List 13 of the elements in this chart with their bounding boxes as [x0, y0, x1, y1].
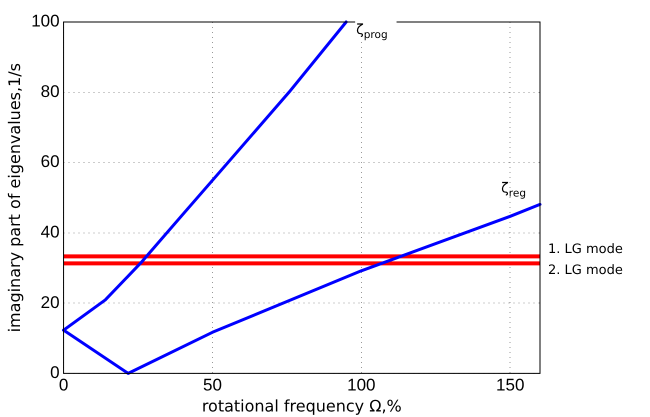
y-tick-label: 20 [40, 292, 60, 312]
x-axis-title: rotational frequency Ω,% [202, 396, 402, 416]
y-tick-label: 40 [40, 222, 60, 242]
x-tick-label: 150 [496, 375, 524, 394]
x-tick-label: 100 [347, 375, 376, 394]
y-tick-label: 60 [40, 152, 60, 172]
y-axis-title: imaginary part of eigenvalues,1/s [4, 63, 24, 332]
x-tick-label: 50 [202, 375, 222, 394]
y-tick-label: 80 [40, 82, 60, 101]
y-tick-label: 100 [31, 12, 60, 31]
ref-line-label: 1. LG mode [548, 242, 623, 257]
ref-line-label: 2. LG mode [548, 262, 623, 278]
y-tick-label: 0 [50, 363, 60, 382]
